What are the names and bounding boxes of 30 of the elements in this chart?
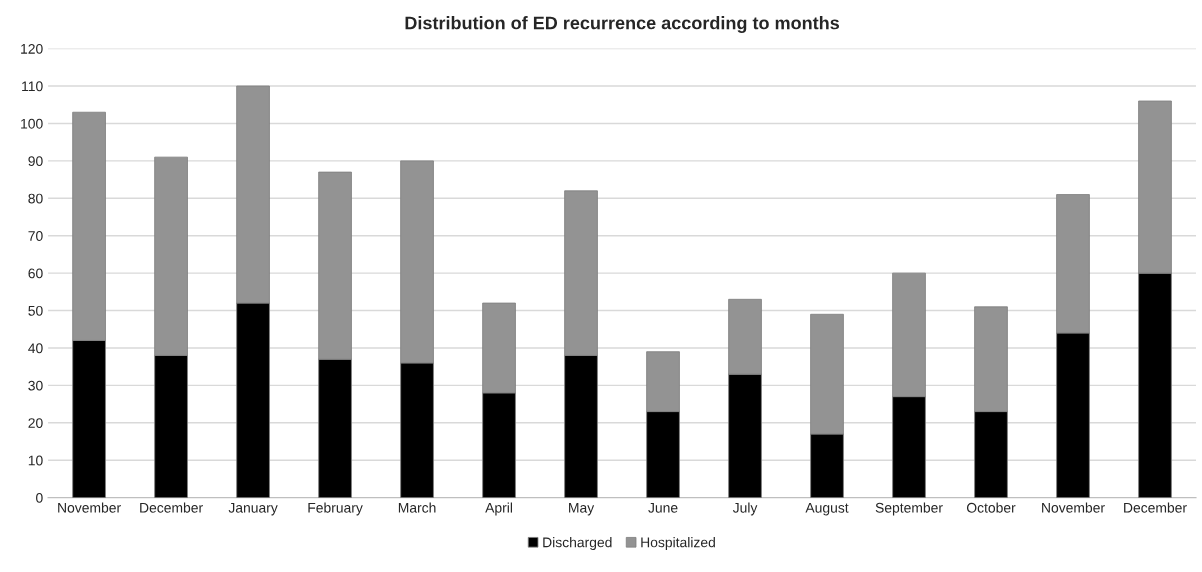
x-tick-label: April — [485, 502, 513, 516]
y-tick-label: 110 — [22, 81, 43, 92]
y-tick-label: 100 — [21, 118, 43, 129]
y-tick-label: 30 — [28, 380, 43, 391]
y-tick-label: 10 — [28, 455, 43, 466]
legend-label: Discharged — [543, 537, 612, 551]
x-tick-label: September — [875, 502, 943, 516]
y-tick-label: 0 — [36, 492, 43, 503]
x-tick-label: November — [1042, 502, 1105, 513]
x-tick-label: July — [732, 502, 758, 516]
x-tick-label: March — [398, 502, 436, 513]
y-tick-label: 90 — [28, 156, 43, 167]
y-tick-label: 40 — [28, 343, 43, 354]
y-tick-label: 20 — [28, 418, 43, 428]
x-tick-label: October — [966, 502, 1016, 513]
y-tick-label: 60 — [28, 268, 43, 279]
x-tick-label: December — [1124, 502, 1187, 513]
y-tick-label: 70 — [28, 231, 43, 241]
chart-title: Distribution of ED recurrence according to months — [405, 16, 839, 33]
y-tick-label: 50 — [28, 305, 43, 316]
x-tick-label: February — [308, 502, 363, 516]
y-tick-label: 120 — [21, 43, 43, 54]
x-tick-label: November — [58, 502, 121, 513]
x-tick-label: June — [648, 503, 678, 513]
x-tick-label: August — [805, 503, 849, 516]
y-tick-label: 80 — [28, 193, 43, 204]
x-tick-label: May — [569, 503, 595, 516]
x-tick-label: January — [228, 503, 278, 516]
x-tick-label: December — [140, 502, 203, 513]
legend-label: Hospitalized — [641, 537, 715, 551]
